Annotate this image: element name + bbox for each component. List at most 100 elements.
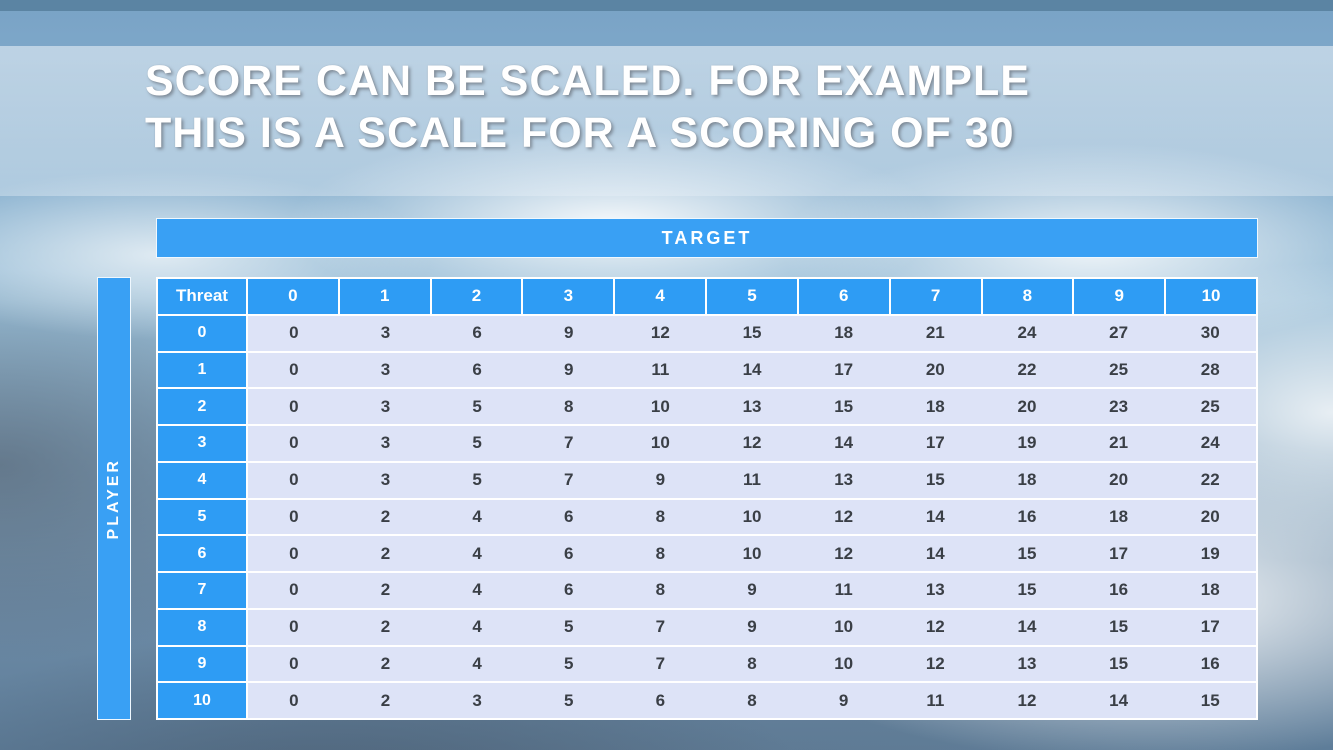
score-cell: 20 <box>1200 506 1220 526</box>
score-cell: 2 <box>380 653 391 673</box>
score-cell: 8 <box>747 690 757 710</box>
score-cell: 10 <box>742 543 762 563</box>
score-cell: 13 <box>742 396 762 416</box>
score-cell: 9 <box>838 690 849 710</box>
score-cell: 15 <box>1017 580 1037 600</box>
score-cell: 7 <box>655 653 666 673</box>
score-cell: 2 <box>380 543 391 563</box>
score-cell: 0 <box>289 653 299 673</box>
score-cell: 6 <box>564 543 574 563</box>
score-cell: 14 <box>834 433 854 453</box>
score-cell: 8 <box>564 396 574 416</box>
score-cell: 9 <box>564 323 574 343</box>
row-header-8: 8 <box>158 609 246 645</box>
score-cell: 0 <box>289 580 299 600</box>
column-header-4: 4 <box>615 279 706 314</box>
score-cell: 0 <box>289 470 299 490</box>
row-values: 0 2 4 6 8 10 12 14 16 18 20 <box>248 499 1256 535</box>
score-cell: 5 <box>472 396 482 416</box>
score-cell: 4 <box>472 580 482 600</box>
score-cell: 19 <box>1017 433 1037 453</box>
table-header-row: Threat 0 1 2 3 4 5 6 7 8 9 10 <box>158 279 1256 314</box>
row-values: 0 2 4 6 8 9 11 13 15 16 18 <box>248 573 1256 608</box>
score-cell: 0 <box>289 396 299 416</box>
score-cell: 4 <box>472 543 482 563</box>
score-cell: 5 <box>564 653 574 673</box>
score-cell: 10 <box>742 506 762 526</box>
score-cell: 17 <box>834 359 854 379</box>
score-cell: 10 <box>834 653 854 673</box>
score-cell: 2 <box>380 617 391 637</box>
score-table: Threat 0 1 2 3 4 5 6 7 8 9 10 0 0 3 6 9 12 15 18 21 24 27 30 1 0 3… <box>156 277 1258 720</box>
top-accent-bar <box>0 0 1333 11</box>
score-cell: 22 <box>1200 470 1220 490</box>
score-cell: 5 <box>472 433 482 453</box>
table-row-3: 3 0 3 5 7 10 12 14 17 19 21 24 <box>158 426 1256 461</box>
column-header-7: 7 <box>890 279 981 314</box>
score-cell: 9 <box>747 580 757 600</box>
row-values: 0 3 5 7 9 11 13 15 18 20 22 <box>248 462 1256 498</box>
score-cell: 12 <box>742 433 762 453</box>
score-cell: 16 <box>1109 580 1129 600</box>
score-cell: 3 <box>380 470 391 490</box>
score-cell: 0 <box>289 433 299 453</box>
score-cell: 9 <box>564 359 574 379</box>
score-cell: 7 <box>564 470 574 490</box>
score-cell: 18 <box>834 323 854 343</box>
score-cell: 14 <box>925 543 945 563</box>
score-cell: 12 <box>925 653 945 673</box>
score-cell: 15 <box>1109 617 1129 637</box>
score-cell: 4 <box>472 653 482 673</box>
table-row-10: 10 0 2 3 5 6 8 9 11 12 14 15 <box>158 683 1256 718</box>
score-cell: 15 <box>1109 653 1129 673</box>
table-row-6: 6 0 2 4 6 8 10 12 14 15 17 19 <box>158 536 1256 571</box>
row-header-3: 3 <box>158 426 246 461</box>
score-cell: 3 <box>472 690 482 710</box>
score-cell: 4 <box>472 617 482 637</box>
score-cell: 18 <box>1109 506 1129 526</box>
score-cell: 14 <box>1017 617 1037 637</box>
row-header-0: 0 <box>158 315 246 351</box>
score-cell: 16 <box>1200 653 1220 673</box>
row-values: 0 2 3 5 6 8 9 11 12 14 15 <box>248 683 1256 718</box>
score-cell: 24 <box>1200 433 1220 453</box>
score-cell: 15 <box>1200 690 1220 710</box>
column-header-10: 10 <box>1166 279 1256 314</box>
column-header-6: 6 <box>798 279 889 314</box>
score-cell: 6 <box>472 359 482 379</box>
slide-title-line-1: SCORE CAN BE SCALED. FOR EXAMPLE <box>145 57 1030 105</box>
column-header-2: 2 <box>431 279 522 314</box>
score-cell: 5 <box>472 470 482 490</box>
score-cell: 27 <box>1109 323 1129 343</box>
score-cell: 7 <box>655 617 666 637</box>
score-cell: 15 <box>834 396 854 416</box>
score-cell: 0 <box>289 617 299 637</box>
row-values: 0 2 4 5 7 9 10 12 14 15 17 <box>248 609 1256 645</box>
score-cell: 17 <box>1109 543 1129 563</box>
slide-title: SCORE CAN BE SCALED. FOR EXAMPLE THIS IS… <box>145 56 1030 159</box>
score-cell: 17 <box>925 433 945 453</box>
row-header-9: 9 <box>158 646 246 682</box>
score-cell: 11 <box>651 359 670 379</box>
score-cell: 5 <box>564 617 574 637</box>
column-header-9: 9 <box>1074 279 1165 314</box>
score-cell: 20 <box>925 359 945 379</box>
score-cell: 3 <box>380 396 391 416</box>
row-values: 0 3 6 9 11 14 17 20 22 25 28 <box>248 352 1256 388</box>
row-header-2: 2 <box>158 389 246 424</box>
score-cell: 11 <box>926 690 945 710</box>
table-row-5: 5 0 2 4 6 8 10 12 14 16 18 20 <box>158 499 1256 535</box>
target-axis-label: TARGET <box>661 227 753 248</box>
score-cell: 11 <box>834 580 853 600</box>
row-values: 0 2 4 6 8 10 12 14 15 17 19 <box>248 536 1256 571</box>
column-header-0: 0 <box>248 279 338 314</box>
score-cell: 8 <box>655 543 666 563</box>
score-cell: 12 <box>925 617 945 637</box>
score-cell: 0 <box>289 359 299 379</box>
row-header-5: 5 <box>158 499 246 535</box>
score-cell: 7 <box>564 433 574 453</box>
score-cell: 15 <box>742 323 762 343</box>
table-row-8: 8 0 2 4 5 7 9 10 12 14 15 17 <box>158 609 1256 645</box>
table-row-9: 9 0 2 4 5 7 8 10 12 13 15 16 <box>158 646 1256 682</box>
title-banner: SCORE CAN BE SCALED. FOR EXAMPLE THIS IS… <box>0 46 1333 196</box>
